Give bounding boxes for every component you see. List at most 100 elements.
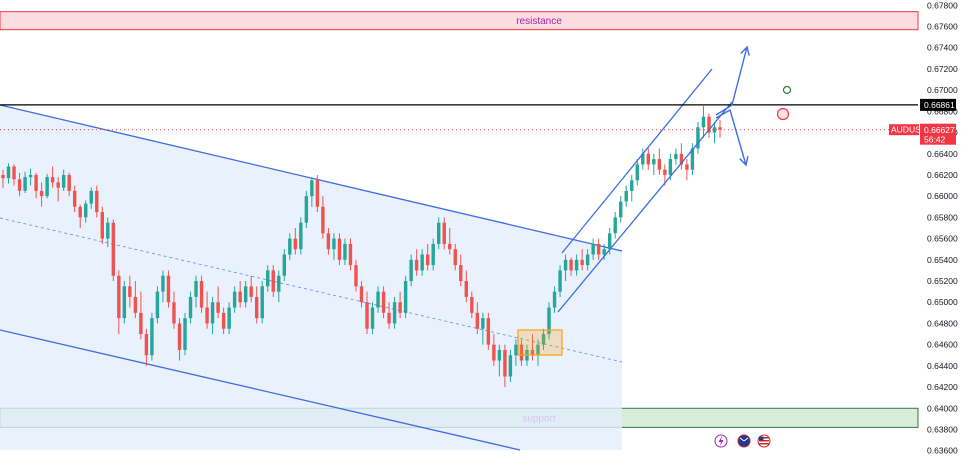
descending-channel-lower-line[interactable] <box>0 329 521 451</box>
candle-body <box>293 238 298 250</box>
candle <box>641 148 645 170</box>
y-tick-label: 0.65000 <box>927 297 958 307</box>
candle-body <box>641 153 645 165</box>
symbol-tag-text: AUDUSD <box>891 125 927 135</box>
candle <box>232 286 237 313</box>
candle-body <box>45 177 49 197</box>
candle-body <box>155 291 160 319</box>
candle <box>266 265 270 292</box>
candle <box>122 281 127 324</box>
candle <box>210 296 215 335</box>
candle <box>552 286 557 313</box>
candle-body <box>17 179 22 191</box>
candle-body <box>437 222 441 244</box>
candle-body <box>194 281 198 297</box>
candle <box>310 177 314 207</box>
candle <box>718 119 722 138</box>
candle <box>398 291 402 319</box>
countdown-text: 56:42 <box>924 135 946 145</box>
down-arrow[interactable] <box>715 109 747 166</box>
candle <box>459 254 463 287</box>
candle-body <box>652 159 656 165</box>
up-arrow[interactable] <box>715 46 748 116</box>
candle-body <box>580 259 584 266</box>
flag-us-icon[interactable] <box>757 434 771 448</box>
candle-body <box>243 286 248 303</box>
candle-body <box>221 312 226 329</box>
candle-body <box>282 254 286 276</box>
candle <box>547 302 551 340</box>
candle-body <box>310 180 314 197</box>
candle <box>492 334 496 366</box>
y-tick-label: 0.66800 <box>927 106 958 116</box>
candle <box>221 307 226 335</box>
candle-body <box>172 302 176 324</box>
candle <box>646 148 651 170</box>
candle-body <box>271 270 275 292</box>
candle-body <box>232 291 237 308</box>
green-dot <box>782 85 792 95</box>
candle-body <box>712 127 717 133</box>
candle <box>216 286 220 319</box>
candle <box>332 233 336 260</box>
candle <box>635 159 639 186</box>
candle <box>685 159 689 181</box>
candle-body <box>266 270 270 287</box>
candle <box>536 339 540 366</box>
down-arrow-head <box>739 156 749 167</box>
candle <box>56 177 60 202</box>
candle-body <box>100 212 104 239</box>
ascending-channel-lower-line[interactable] <box>557 101 733 313</box>
candle <box>326 228 331 255</box>
candle <box>199 275 204 313</box>
candle <box>696 121 700 154</box>
candle-body <box>332 238 336 250</box>
y-tick-label: 0.64200 <box>927 382 958 392</box>
price-axis[interactable]: 0.67800 0.67600 0.67400 0.67200 0.67000 0.668… <box>889 0 958 456</box>
candle <box>613 212 617 239</box>
candle <box>674 148 678 165</box>
y-tick-label: 0.64400 <box>927 361 958 371</box>
candle-body <box>514 344 518 356</box>
candle <box>420 249 424 276</box>
y-tick-label: 0.65600 <box>927 234 958 244</box>
candle-body <box>624 190 628 202</box>
candle-body <box>414 259 419 271</box>
candle <box>348 238 353 271</box>
candle-body <box>166 275 171 303</box>
candle-body <box>420 254 424 271</box>
candle-body <box>635 164 639 181</box>
candle <box>243 281 248 308</box>
candle <box>558 265 562 297</box>
candle <box>45 173 49 199</box>
flag-au-icon[interactable] <box>737 434 751 448</box>
candle <box>519 339 524 366</box>
candle <box>128 275 132 308</box>
candle <box>67 172 71 197</box>
candle <box>652 153 656 175</box>
ascending-channel-upper-line[interactable] <box>561 68 713 254</box>
y-tick-label: 0.67000 <box>927 85 958 95</box>
y-tick-label: 0.63800 <box>927 424 958 434</box>
lightning-icon[interactable] <box>714 434 728 448</box>
candle-body <box>685 164 689 170</box>
candle-body <box>12 166 16 180</box>
candle-body <box>552 291 557 308</box>
descending-channel-upper-line[interactable] <box>0 104 623 252</box>
y-tick-label: 0.65800 <box>927 212 958 222</box>
candle-body <box>210 302 215 324</box>
candle <box>486 312 491 350</box>
candle <box>321 196 325 239</box>
candle-body <box>453 249 457 266</box>
candle <box>6 163 11 184</box>
consolidation-box[interactable] <box>517 329 563 356</box>
candle-body <box>376 291 380 308</box>
channel-layer <box>0 104 623 451</box>
candle <box>343 238 347 266</box>
candle <box>690 143 695 175</box>
candle-body <box>442 222 446 244</box>
candle-body <box>381 291 386 313</box>
candle-body <box>343 243 347 260</box>
candle-body <box>464 281 469 297</box>
